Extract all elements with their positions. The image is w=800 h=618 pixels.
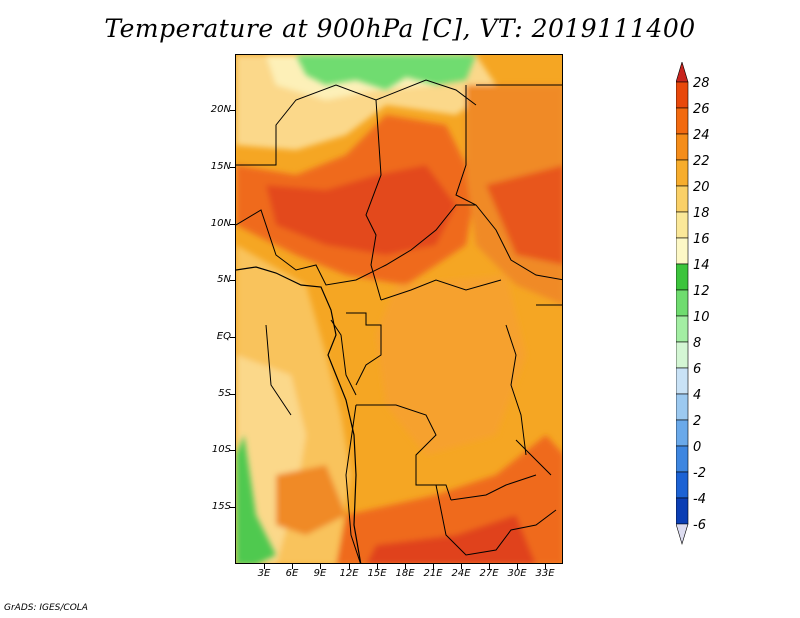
colorbar-box	[675, 367, 689, 395]
colorbar-box	[675, 159, 689, 187]
xtick-mark	[517, 564, 518, 569]
colorbar-label: 14	[693, 258, 710, 273]
colorbar-label: 6	[693, 362, 701, 377]
xtick-9e: 9E	[313, 568, 327, 579]
temperature-field	[236, 55, 562, 563]
colorbar-label: 18	[693, 206, 710, 221]
xtick-mark	[545, 564, 546, 569]
colorbar-label: 12	[693, 284, 710, 299]
colorbar-label: 10	[693, 310, 710, 325]
colorbar-label: 4	[693, 388, 701, 403]
ytick-mark	[230, 450, 235, 451]
colorbar-box	[675, 445, 689, 473]
colorbar-label: 20	[693, 180, 710, 195]
xtick-mark	[433, 564, 434, 569]
ytick-5s: 5S	[218, 388, 231, 399]
xtick-mark	[461, 564, 462, 569]
xtick-mark	[264, 564, 265, 569]
xtick-mark	[320, 564, 321, 569]
ytick-mark	[230, 167, 235, 168]
xtick-mark	[489, 564, 490, 569]
colorbar-box	[675, 315, 689, 343]
colorbar-box	[675, 419, 689, 447]
xtick-15e: 15E	[367, 568, 387, 579]
xtick-30e: 30E	[507, 568, 527, 579]
ytick-mark	[230, 337, 235, 338]
map-title: Temperature at 900hPa [C], VT: 201911140…	[104, 14, 696, 43]
colorbar-box	[675, 185, 689, 213]
colorbar: 28 26 24 22 20 18 16 14 12 10 8 6 4 2 0 -2 -4 -6	[675, 60, 796, 566]
field-green-sw	[236, 435, 276, 563]
ytick-mark	[230, 280, 235, 281]
colorbar-box	[675, 107, 689, 135]
colorbar-label: 16	[693, 232, 710, 247]
field-congo	[376, 275, 526, 455]
xtick-mark	[349, 564, 350, 569]
xtick-24e: 24E	[451, 568, 471, 579]
field-south-hotter	[367, 515, 536, 563]
country-borders	[236, 79, 562, 563]
field-sahel-hotter	[266, 165, 456, 255]
ytick-mark	[230, 394, 235, 395]
coastline	[236, 266, 362, 563]
ytick-5n: 5N	[217, 274, 231, 285]
colorbar-label: -4	[693, 492, 706, 507]
field-east-hot	[486, 165, 562, 265]
credit-label: GrADS: IGES/COLA	[4, 603, 88, 613]
xtick-mark	[405, 564, 406, 569]
xtick-6e: 6E	[285, 568, 299, 579]
ytick-10s: 10S	[211, 444, 231, 455]
colorbar-box	[675, 497, 689, 525]
colorbar-label: 28	[693, 76, 710, 91]
xtick-mark	[292, 564, 293, 569]
colorbar-box	[675, 133, 689, 161]
xtick-12e: 12E	[339, 568, 359, 579]
xtick-3e: 3E	[257, 568, 271, 579]
colorbar-box	[675, 211, 689, 239]
colorbar-label: 2	[693, 414, 701, 429]
field-sw-warm	[276, 465, 346, 535]
colorbar-label: 24	[693, 128, 710, 143]
colorbar-box	[675, 237, 689, 265]
ytick-eq: EQ	[216, 331, 231, 342]
ytick-10n: 10N	[210, 218, 231, 229]
temperature-map	[235, 54, 563, 564]
colorbar-box	[675, 341, 689, 369]
colorbar-label: 8	[693, 336, 701, 351]
colorbar-over-triangle	[675, 60, 689, 83]
colorbar-box	[675, 393, 689, 421]
xtick-27e: 27E	[479, 568, 499, 579]
colorbar-label: 22	[693, 154, 710, 169]
colorbar-box	[675, 263, 689, 291]
ytick-15s: 15S	[211, 501, 231, 512]
xtick-18e: 18E	[395, 568, 415, 579]
colorbar-label: 0	[693, 440, 701, 455]
colorbar-box	[675, 471, 689, 499]
ytick-mark	[230, 224, 235, 225]
colorbar-box	[675, 81, 689, 109]
colorbar-under-triangle	[675, 523, 689, 546]
xtick-33e: 33E	[535, 568, 555, 579]
xtick-mark	[377, 564, 378, 569]
colorbar-label: -2	[693, 466, 706, 481]
ytick-15n: 15N	[210, 161, 231, 172]
colorbar-label: 26	[693, 102, 710, 117]
colorbar-box	[675, 289, 689, 317]
ytick-20n: 20N	[210, 104, 231, 115]
ytick-mark	[230, 507, 235, 508]
xtick-21e: 21E	[423, 568, 443, 579]
ytick-mark	[230, 110, 235, 111]
colorbar-label: -6	[693, 518, 706, 533]
